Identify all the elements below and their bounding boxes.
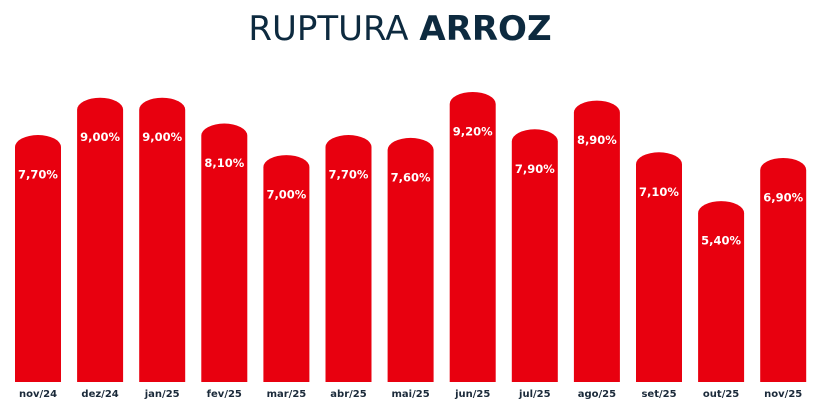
title-main: RUPTURA bbox=[248, 9, 408, 49]
value-label: 8,90% bbox=[577, 133, 617, 147]
bar bbox=[511, 129, 558, 382]
x-tick-label: ago/25 bbox=[578, 389, 616, 400]
bar bbox=[573, 100, 620, 382]
value-label: 7,90% bbox=[515, 162, 555, 176]
value-label: 6,90% bbox=[763, 191, 803, 205]
bar bbox=[139, 97, 186, 383]
bar bbox=[77, 97, 124, 382]
x-tick-label: jul/25 bbox=[518, 389, 551, 400]
bar bbox=[636, 152, 682, 382]
x-tick-label: nov/24 bbox=[19, 389, 57, 400]
x-tick-label: jan/25 bbox=[144, 389, 180, 400]
value-label: 7,70% bbox=[329, 168, 369, 182]
bar bbox=[201, 123, 248, 383]
value-label: 8,10% bbox=[204, 156, 244, 170]
value-label: 7,70% bbox=[18, 168, 58, 182]
bar bbox=[325, 135, 372, 382]
bar bbox=[760, 158, 807, 382]
x-tick-label: jun/25 bbox=[454, 389, 490, 400]
x-tick-label: set/25 bbox=[641, 389, 676, 400]
value-label: 9,00% bbox=[142, 130, 182, 144]
x-tick-label: dez/24 bbox=[81, 389, 118, 400]
x-tick-label: mai/25 bbox=[392, 389, 430, 400]
x-tick-label: fev/25 bbox=[207, 389, 242, 400]
chart-title: RUPTURA ARROZ bbox=[248, 9, 551, 49]
value-label: 5,40% bbox=[701, 234, 741, 248]
bar bbox=[263, 155, 310, 382]
title-emphasis: ARROZ bbox=[419, 9, 551, 49]
value-label: 7,10% bbox=[639, 185, 679, 199]
value-label: 9,00% bbox=[80, 130, 120, 144]
value-label: 7,60% bbox=[391, 170, 431, 184]
value-label: 9,20% bbox=[453, 124, 493, 138]
bar bbox=[449, 91, 496, 383]
bar bbox=[387, 137, 434, 382]
bar bbox=[15, 135, 61, 382]
x-tick-label: abr/25 bbox=[330, 389, 366, 400]
value-label: 7,00% bbox=[266, 188, 306, 202]
x-tick-label: nov/25 bbox=[764, 389, 802, 400]
x-tick-label: out/25 bbox=[703, 389, 739, 400]
bar bbox=[698, 201, 745, 382]
x-tick-label: mar/25 bbox=[267, 389, 307, 400]
